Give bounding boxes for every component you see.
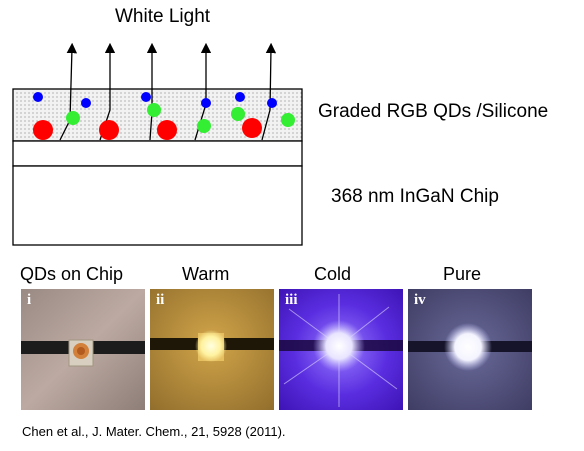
green-qd xyxy=(66,111,80,125)
blue-qd xyxy=(201,98,211,108)
blue-qd xyxy=(267,98,277,108)
photo-numeral: i xyxy=(27,292,32,308)
photo-pure: iv xyxy=(408,289,532,410)
blue-qd xyxy=(81,98,91,108)
citation: Chen et al., J. Mater. Chem., 21, 5928 (… xyxy=(22,424,286,439)
blue-qd xyxy=(235,92,245,102)
led-schematic xyxy=(12,42,303,246)
green-qd xyxy=(231,107,245,121)
buffer-layer xyxy=(12,140,303,167)
chip-label: 368 nm InGaN Chip xyxy=(331,186,499,207)
ingan-chip xyxy=(12,165,303,246)
photo-cold: iii xyxy=(279,289,403,410)
green-qd xyxy=(147,103,161,117)
green-qd xyxy=(197,119,211,133)
white-light-title: White Light xyxy=(115,6,211,27)
photo-numeral: iv xyxy=(414,292,426,308)
caption-warm: Warm xyxy=(182,264,230,284)
red-qd xyxy=(33,120,53,140)
photo-numeral: ii xyxy=(156,292,165,308)
photo-qds-on-chip: i xyxy=(21,289,145,410)
blue-qd xyxy=(33,92,43,102)
qd-layer-label: Graded RGB QDs /Silicone xyxy=(318,101,549,122)
red-qd xyxy=(157,120,177,140)
caption-pure: Pure xyxy=(443,264,482,284)
red-qd xyxy=(99,120,119,140)
photo-warm: ii xyxy=(150,289,274,410)
quantum-dots xyxy=(33,92,295,140)
red-qd xyxy=(242,118,262,138)
caption-qds-on-chip: QDs on Chip xyxy=(20,264,124,284)
photo-numeral: iii xyxy=(285,292,298,308)
green-qd xyxy=(281,113,295,127)
caption-cold: Cold xyxy=(314,264,352,284)
blue-qd xyxy=(141,92,151,102)
